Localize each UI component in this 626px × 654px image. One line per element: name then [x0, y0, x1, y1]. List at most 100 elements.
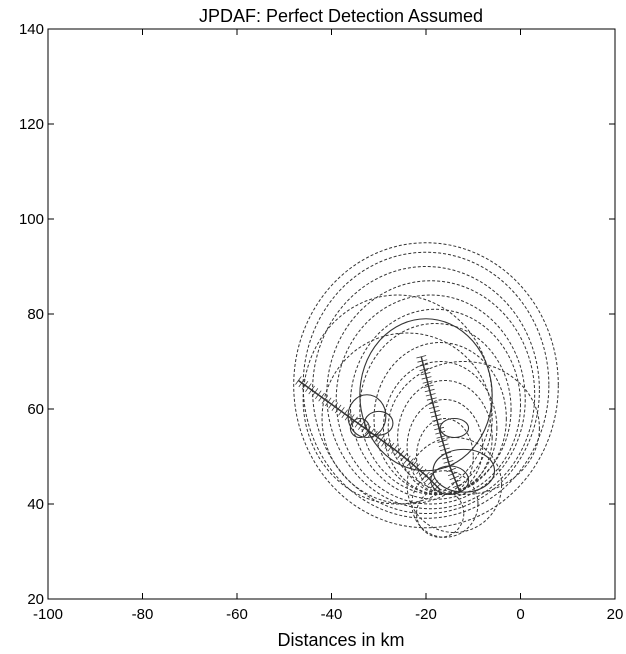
- track-hatch: [305, 383, 312, 392]
- track-hatch: [428, 405, 439, 410]
- x-tick-label: -20: [415, 606, 437, 623]
- y-tick-label: 60: [27, 401, 44, 418]
- plot-frame: [47, 28, 616, 600]
- ticks-layer: -100 -80 -60 -40 -20 0 20 20 40 60 80 100 120 140: [19, 21, 623, 623]
- track-hatch: [324, 397, 332, 407]
- track-hatch: [391, 445, 398, 454]
- track-hatch: [344, 411, 352, 421]
- track-hatch: [436, 435, 447, 439]
- track-hatch: [430, 480, 439, 488]
- track-hatch: [416, 466, 424, 475]
- x-tick-label: 20: [607, 606, 624, 623]
- track-hatch: [423, 384, 434, 388]
- covariance-circle-0: [293, 242, 559, 529]
- track-hatch: [425, 393, 436, 397]
- track-hatch: [435, 430, 446, 435]
- track-hatch: [422, 380, 433, 384]
- track-hatch: [422, 471, 430, 480]
- track-hatch: [426, 397, 437, 401]
- track-hatch: [439, 447, 450, 452]
- track-line-1: [420, 356, 460, 491]
- covariance-circle-13: [321, 332, 493, 505]
- track-hatch: [377, 435, 385, 445]
- track-hatch: [433, 483, 442, 491]
- track-hatch: [328, 399, 335, 409]
- track-hatch: [434, 426, 445, 431]
- track-hatch: [429, 410, 440, 414]
- covariance-circle-17: [387, 361, 540, 495]
- track-hatch: [338, 407, 345, 416]
- track-hatch: [318, 392, 325, 402]
- y-tick-label: 40: [27, 496, 44, 513]
- track-hatch: [381, 437, 388, 447]
- track-hatch: [384, 440, 391, 449]
- track-hatch: [452, 483, 463, 489]
- x-tick-label: -60: [226, 606, 248, 623]
- track-hatch: [308, 385, 315, 395]
- covariance-circle-4: [335, 294, 526, 505]
- track-hatch: [315, 390, 322, 400]
- track-hatch: [419, 367, 430, 372]
- track-hatch: [420, 372, 431, 376]
- x-tick-label: 0: [516, 606, 524, 623]
- track-hatch: [443, 460, 454, 464]
- track-hatch: [447, 471, 458, 477]
- track-hatch: [334, 404, 342, 414]
- track-hatch: [361, 423, 368, 433]
- track-hatch: [451, 479, 461, 485]
- track-hatch: [394, 447, 402, 456]
- y-tick-label: 120: [19, 116, 44, 133]
- track-hatch: [419, 468, 427, 477]
- covariance-circle-6: [359, 323, 512, 495]
- track-hatch: [444, 463, 455, 469]
- track-hatch: [413, 463, 421, 472]
- x-tick-label: -80: [132, 606, 154, 623]
- track-hatch: [374, 433, 382, 442]
- track-hatch: [400, 452, 408, 462]
- track-hatch: [432, 418, 442, 422]
- track-hatch: [321, 395, 329, 404]
- gate-ellipse-6: [359, 318, 493, 472]
- covariance-circle-5: [349, 308, 522, 500]
- x-axis-label: Distances in km: [277, 630, 404, 650]
- track-hatch: [449, 475, 460, 481]
- track-hatch: [431, 414, 441, 418]
- track-hatch: [424, 388, 435, 393]
- track-hatch: [403, 455, 411, 464]
- track-hatch: [425, 474, 433, 483]
- track-hatch: [421, 376, 432, 380]
- track-hatch: [311, 388, 319, 397]
- y-tick-label: 80: [27, 306, 44, 323]
- track-hatch: [418, 363, 429, 367]
- x-tick-label: -100: [33, 606, 63, 623]
- y-tick-label: 20: [27, 591, 44, 608]
- track-hatch: [416, 355, 427, 359]
- track-hatch: [351, 416, 358, 426]
- track-hatch: [295, 376, 302, 385]
- x-tick-label: -40: [321, 606, 343, 623]
- track-hatch: [406, 458, 414, 467]
- track-hatch: [442, 455, 453, 460]
- track-hatch: [298, 378, 305, 388]
- track-hatch: [427, 477, 436, 486]
- gate-ellipse-3: [439, 417, 470, 439]
- track-hatch: [397, 450, 405, 459]
- track-hatch: [437, 439, 448, 443]
- covariance-circle-3: [326, 280, 536, 510]
- y-tick-label: 140: [19, 21, 44, 38]
- track-hatch: [354, 418, 362, 428]
- plot-layer: [293, 242, 559, 538]
- covariance-circle-1: [302, 251, 550, 519]
- track-hatch: [446, 467, 456, 473]
- track-hatch: [331, 402, 339, 411]
- track-hatch: [358, 421, 365, 430]
- track-hatch: [441, 451, 452, 456]
- chart-title: JPDAF: Perfect Detection Assumed: [199, 6, 483, 26]
- track-hatch: [433, 422, 444, 426]
- track-hatch: [367, 428, 375, 438]
- covariance-circle-9: [397, 380, 493, 495]
- track-hatch: [427, 401, 438, 405]
- track-hatch: [438, 443, 449, 447]
- track-hatch: [348, 414, 355, 423]
